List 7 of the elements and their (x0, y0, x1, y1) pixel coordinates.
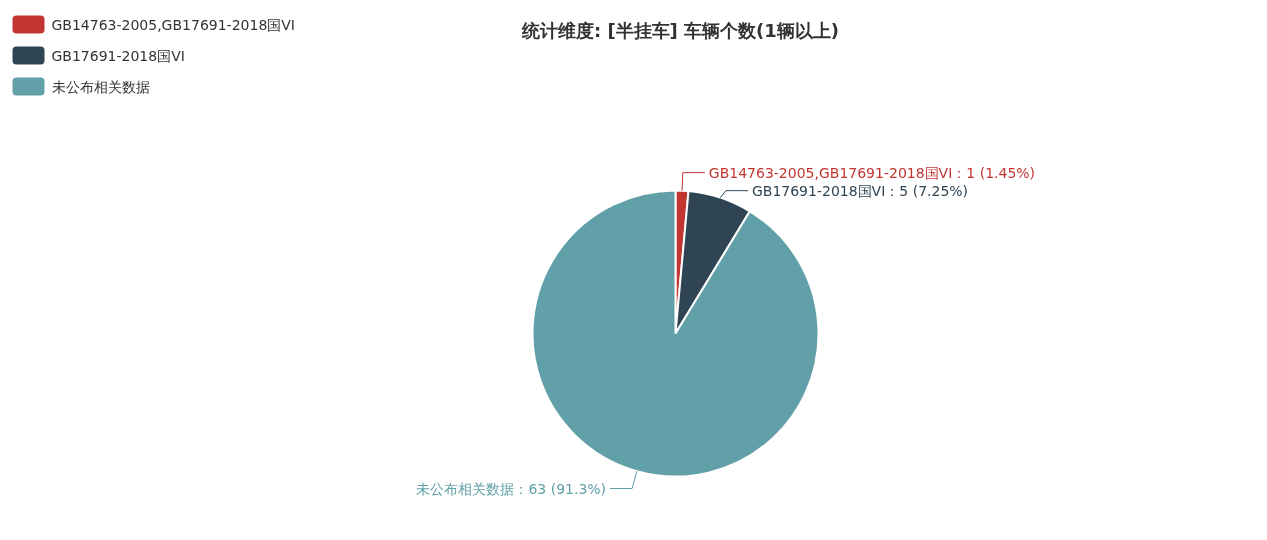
legend-label: GB17691-2018国VI (51, 47, 185, 64)
data-label: GB17691-2018国VI：5 (7.25%) (751, 182, 969, 199)
data-label: 未公布相关数据：63 (91.3%) (416, 480, 607, 497)
chart-title: 统计维度: [半挂车] 车辆个数(1辆以上) (520, 20, 840, 41)
data-label: GB14763-2005,GB17691-2018国VI：1 (1.45%) (708, 164, 1036, 181)
legend-label: GB14763-2005,GB17691-2018国VI (51, 16, 295, 33)
legend-label: 未公布相关数据 (51, 78, 150, 95)
